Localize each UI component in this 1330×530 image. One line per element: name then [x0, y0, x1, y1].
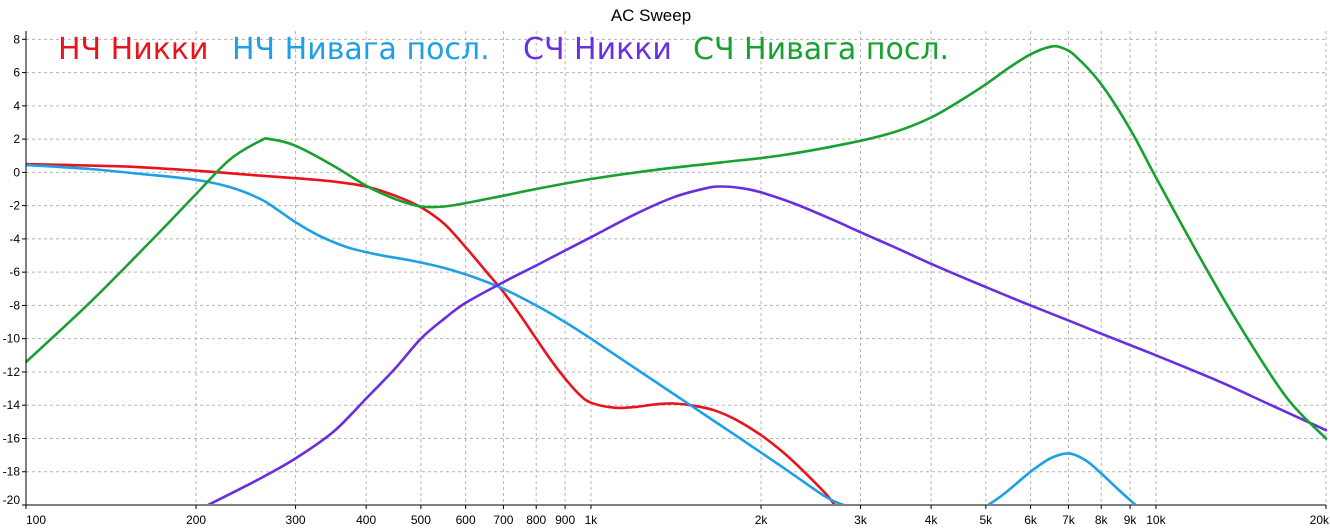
y-tick-label: -18 — [3, 465, 21, 479]
y-tick-label: 2 — [13, 132, 20, 146]
y-tick-label: -14 — [3, 398, 21, 412]
y-tick-label: -8 — [9, 298, 20, 312]
legend-entry: СЧ Никки — [523, 32, 672, 67]
x-tick-label: 3k — [854, 513, 868, 527]
x-tick-label: 900 — [555, 513, 575, 527]
x-tick-label: 8k — [1095, 513, 1109, 527]
grid-lines — [25, 31, 1327, 506]
series-curves — [26, 44, 1328, 504]
x-tick-label: 2k — [755, 513, 769, 527]
x-tick-label: 200 — [186, 513, 206, 527]
legend-entry: НЧ Никки — [58, 32, 208, 67]
x-tick-label: 400 — [356, 513, 376, 527]
x-axis-ticks: 100 200 300 400 500 600 700 800 900 1k 2k 3k 4k 5k 6k 7… — [25, 505, 1330, 527]
y-tick-label: -10 — [3, 332, 21, 346]
x-tick-label: 100 — [26, 513, 46, 527]
y-tick-label: 8 — [13, 32, 20, 46]
x-tick-label: 4k — [925, 513, 939, 527]
x-tick-label: 10k — [1146, 513, 1166, 527]
x-tick-label: 6k — [1024, 513, 1038, 527]
y-tick-label: -16 — [3, 431, 21, 445]
series-line-sch-nikki — [207, 185, 1328, 504]
series-line-nch-nivaga — [26, 163, 845, 504]
x-tick-label: 5k — [980, 513, 994, 527]
x-tick-label: 500 — [411, 513, 431, 527]
legend-entry: СЧ Нивага посл. — [693, 32, 949, 67]
legend: НЧ Никки НЧ Нивага посл. СЧ Никки СЧ Нивага… — [58, 32, 949, 67]
y-tick-label: -12 — [3, 365, 21, 379]
y-tick-label: -6 — [9, 265, 20, 279]
x-tick-label: 700 — [493, 513, 513, 527]
y-tick-label: 0 — [13, 165, 20, 179]
y-tick-label: 4 — [13, 99, 20, 113]
x-tick-label: 7k — [1062, 513, 1076, 527]
y-tick-label: 6 — [13, 66, 20, 80]
x-tick-label: 1k — [585, 513, 599, 527]
x-tick-label: 800 — [526, 513, 546, 527]
y-tick-label: -2 — [9, 199, 20, 213]
plot-axes — [25, 31, 1326, 506]
chart-title: AC Sweep — [611, 6, 691, 25]
y-tick-label: -4 — [9, 232, 20, 246]
x-tick-label: 9k — [1124, 513, 1138, 527]
series-line-sch-nivaga — [26, 44, 1328, 440]
x-tick-label: 20k — [1310, 513, 1330, 527]
series-line-nch-nivaga — [987, 452, 1137, 504]
legend-entry: НЧ Нивага посл. — [232, 32, 490, 67]
y-axis-ticks: 8 6 4 2 0 -2 -4 -6 -8 -10 -12 -14 -16 -18 -20 — [3, 32, 26, 507]
x-tick-label: 600 — [456, 513, 476, 527]
series-line-nch-nikki — [26, 162, 836, 504]
y-tick-label: -20 — [3, 493, 21, 507]
x-tick-label: 300 — [286, 513, 306, 527]
